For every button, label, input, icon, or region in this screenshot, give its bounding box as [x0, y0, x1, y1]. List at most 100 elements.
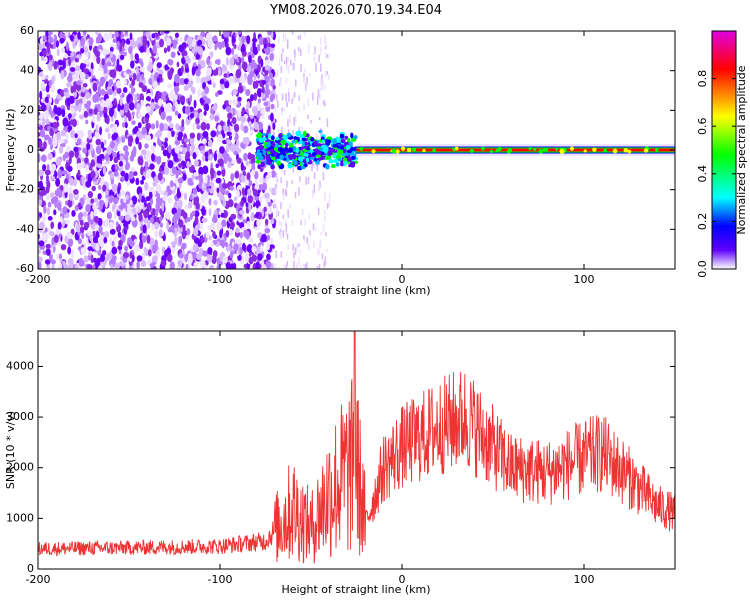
spectrogram-noise-cell [237, 148, 242, 154]
spectrogram-noise-cell [162, 94, 166, 103]
spectrogram-noise-cell [144, 161, 149, 168]
spectrogram-x-tick-label: 0 [399, 273, 406, 286]
spectrogram-noise-cell [261, 86, 265, 94]
spectrogram-noise-cell [86, 100, 92, 107]
spectrogram-noise-cell [203, 264, 208, 269]
spectrogram-noise-cell [184, 254, 189, 262]
spectrogram-noise-cell [260, 108, 266, 115]
spectrogram-noise-cell [79, 62, 85, 71]
spectrogram-noise-cell [140, 166, 144, 176]
spectrogram-noise-cell [177, 154, 182, 160]
spectrogram-noise-cell [152, 244, 158, 253]
spectrogram-sparse-cell [317, 89, 320, 98]
spectrogram-noise-cell [227, 112, 233, 120]
spectrogram-band-cell [281, 148, 288, 152]
spectrogram-noise-cell [53, 104, 58, 115]
spectrogram-noise-cell [101, 58, 105, 66]
spectrogram-noise-cell [143, 216, 149, 224]
spectrogram-band-cell [291, 139, 296, 144]
spectrogram-noise-cell [145, 96, 151, 102]
spectrogram-noise-cell [74, 133, 78, 139]
spectrogram-sparse-cell [324, 35, 326, 44]
spectrogram-sparse-cell [280, 177, 282, 184]
spectrogram-noise-cell [120, 170, 126, 177]
spectrogram-sparse-cell [287, 119, 289, 127]
spectrogram-noise-cell [264, 46, 271, 56]
spectrogram-noise-cell [38, 260, 42, 269]
spectrogram-noise-cell [257, 74, 260, 79]
spectrogram-noise-cell [152, 181, 157, 187]
spectrogram-noise-cell [213, 209, 218, 216]
spectrogram-noise-cell [207, 225, 213, 231]
spectrogram-noise-cell [139, 66, 146, 72]
spectrogram-noise-cell [62, 117, 69, 127]
spectrogram-line-speck [371, 149, 376, 154]
spectrogram-noise-cell [240, 200, 245, 207]
spectrogram-noise-cell [209, 187, 214, 194]
spectrogram-noise-cell [43, 134, 50, 141]
spectrogram-noise-cell [207, 139, 213, 148]
spectrogram-noise-cell [108, 107, 114, 117]
spectrogram-noise-cell [122, 252, 129, 259]
spectrogram-noise-cell [196, 132, 201, 141]
spectrogram-noise-cell [135, 177, 140, 186]
spectrogram-sparse-cell [326, 203, 329, 209]
spectrogram-noise-cell [132, 146, 137, 156]
spectrogram-noise-cell [246, 100, 251, 109]
spectrogram-noise-cell [179, 77, 186, 86]
spectrogram-noise-cell [244, 187, 248, 197]
spectrogram-sparse-cell [308, 243, 310, 251]
spectrogram-noise-cell [113, 213, 117, 220]
spectrogram-sparse-cell [320, 79, 323, 86]
spectrogram-noise-cell [95, 138, 102, 146]
spectrogram-band-cell [348, 141, 353, 147]
spectrogram-noise-cell [259, 195, 263, 203]
spectrogram-noise-cell [38, 43, 43, 50]
spectrogram-noise-cell [219, 229, 223, 239]
spectrogram-noise-cell [84, 58, 90, 65]
spectrogram-band-cell [270, 156, 276, 161]
spectrogram-band-cell [335, 162, 340, 167]
spectrogram-noise-cell [109, 46, 114, 52]
spectrogram-noise-cell [231, 31, 238, 34]
spectrogram-noise-cell [272, 203, 277, 209]
spectrogram-noise-cell [57, 59, 64, 66]
spectrogram-noise-cell [73, 73, 78, 82]
spectrogram-sparse-cell [283, 264, 286, 269]
spectrogram-noise-cell [97, 236, 103, 244]
spectrogram-sparse-cell [287, 39, 289, 48]
spectrogram-noise-cell [272, 122, 276, 130]
spectrogram-noise-cell [119, 266, 123, 269]
spectrogram-sparse-cell [275, 188, 277, 193]
spectrogram-sparse-cell [274, 263, 277, 269]
spectrogram-sparse-cell [321, 253, 324, 260]
spectrogram-sparse-cell [313, 56, 315, 62]
spectrogram-noise-cell [253, 92, 258, 101]
spectrogram-noise-cell [204, 259, 209, 266]
spectrogram-band-cell [265, 154, 271, 161]
spectrogram-noise-cell [76, 119, 80, 126]
spectrogram-noise-cell [57, 201, 62, 211]
spectrogram-noise-cell [212, 230, 216, 239]
spectrogram-noise-cell [167, 59, 174, 66]
spectrogram-sparse-cell [303, 103, 305, 111]
spectrogram-sparse-cell [278, 58, 281, 67]
spectrogram-noise-cell [114, 31, 119, 38]
spectrogram-noise-cell [270, 43, 276, 48]
spectrogram-noise-cell [65, 41, 69, 51]
spectrogram-sparse-cell [322, 100, 324, 104]
spectrogram-noise-cell [140, 195, 146, 203]
spectrogram-noise-cell [124, 31, 128, 36]
spectrogram-noise-cell [175, 123, 179, 130]
spectrogram-noise-cell [123, 103, 130, 112]
spectrogram-band-cell [284, 143, 289, 148]
spectrogram-x-tick-label: -100 [208, 273, 233, 286]
spectrogram-sparse-cell [285, 189, 288, 197]
spectrogram-sparse-cell [287, 209, 289, 218]
spectrogram-noise-cell [105, 252, 111, 261]
spectrogram-line-speck [592, 147, 597, 152]
spectrogram-band-cell [338, 157, 342, 162]
spectrogram-sparse-cell [299, 175, 301, 182]
spectrogram-noise-cell [68, 58, 72, 67]
